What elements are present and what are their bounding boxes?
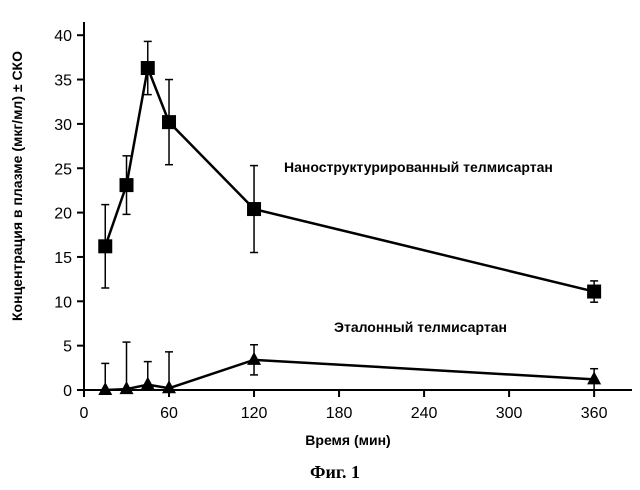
data-point-triangle xyxy=(247,352,261,365)
series-line xyxy=(105,68,594,292)
series-reference xyxy=(98,342,601,395)
figure-caption: Фиг. 1 xyxy=(310,462,360,482)
y-tick-label: 5 xyxy=(63,339,72,356)
x-tick-label: 240 xyxy=(411,405,438,422)
y-tick-label: 20 xyxy=(54,206,72,223)
series-line xyxy=(105,360,594,390)
y-tick-label: 40 xyxy=(54,28,72,45)
data-point-square xyxy=(120,178,134,192)
series-label-nanostructured: Наноструктурированный телмисартан xyxy=(284,159,553,175)
x-axis-title: Время (мин) xyxy=(305,432,390,448)
series-label-reference: Эталонный телмисартан xyxy=(334,319,507,335)
x-tick-label: 360 xyxy=(581,405,608,422)
x-tick-label: 300 xyxy=(496,405,523,422)
data-point-triangle xyxy=(98,382,112,395)
x-tick-label: 120 xyxy=(241,405,268,422)
x-tick-label: 180 xyxy=(326,405,353,422)
x-tick-label: 0 xyxy=(80,405,89,422)
y-tick-label: 25 xyxy=(54,161,72,178)
pharmacokinetic-chart: 0 5 10 15 20 25 30 35 40 0 60 120 180 240 300 360 Нанос… xyxy=(0,0,640,490)
y-tick-label: 15 xyxy=(54,250,72,267)
data-point-square xyxy=(98,239,112,253)
y-tick-label: 10 xyxy=(54,294,72,311)
x-tick-label: 60 xyxy=(160,405,178,422)
data-point-square xyxy=(247,202,261,216)
data-point-square xyxy=(587,285,601,299)
y-tick-label: 35 xyxy=(54,73,72,90)
y-tick-label: 0 xyxy=(63,383,72,400)
y-tick-label: 30 xyxy=(54,117,72,134)
data-point-square xyxy=(162,115,176,129)
data-point-triangle xyxy=(141,377,155,390)
y-axis-title: Концентрация в плазме (мкг/мл) ± СКО xyxy=(9,51,25,321)
data-point-square xyxy=(141,61,155,75)
axis-ticks: 0 5 10 15 20 25 30 35 40 0 60 120 180 240 300 360 xyxy=(54,28,607,422)
data-series xyxy=(98,41,601,395)
